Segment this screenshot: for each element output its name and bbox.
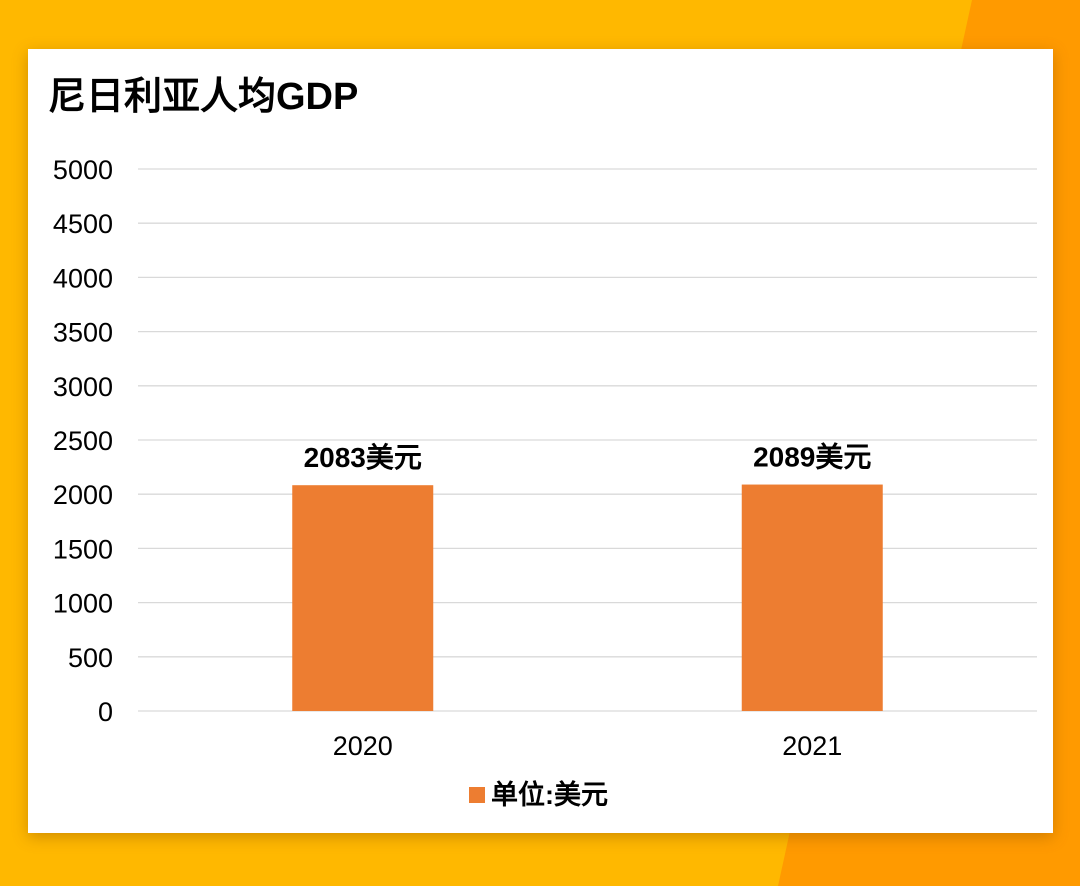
y-tick-label: 2500 [53, 426, 113, 456]
bar-chart: 0 500 1000 1500 2000 2500 3000 3500 4000 4500 5000… [53, 155, 1037, 810]
bar-2020 [292, 485, 434, 711]
y-tick-label: 4500 [53, 209, 113, 239]
data-label: 2089美元 [753, 442, 871, 473]
legend-label: 单位:美元 [491, 779, 608, 810]
y-tick-label: 4000 [53, 263, 113, 293]
y-tick-label: 1500 [53, 534, 113, 564]
y-tick-label: 0 [98, 697, 113, 727]
x-tick-label: 2020 [333, 731, 393, 761]
y-tick-label: 1000 [53, 589, 113, 619]
chart-card: 0 500 1000 1500 2000 2500 3000 3500 4000 4500 5000… [28, 49, 1053, 833]
x-tick-label: 2021 [782, 731, 842, 761]
y-tick-label: 3000 [53, 372, 113, 402]
bar-2021 [741, 484, 883, 711]
y-tick-label: 3500 [53, 318, 113, 348]
data-label: 2083美元 [304, 442, 422, 473]
y-tick-label: 500 [68, 643, 113, 673]
chart-title: 尼日利亚人均GDP [48, 76, 359, 118]
legend-swatch [469, 787, 485, 803]
y-tick-label: 2000 [53, 480, 113, 510]
y-tick-label: 5000 [53, 155, 113, 185]
